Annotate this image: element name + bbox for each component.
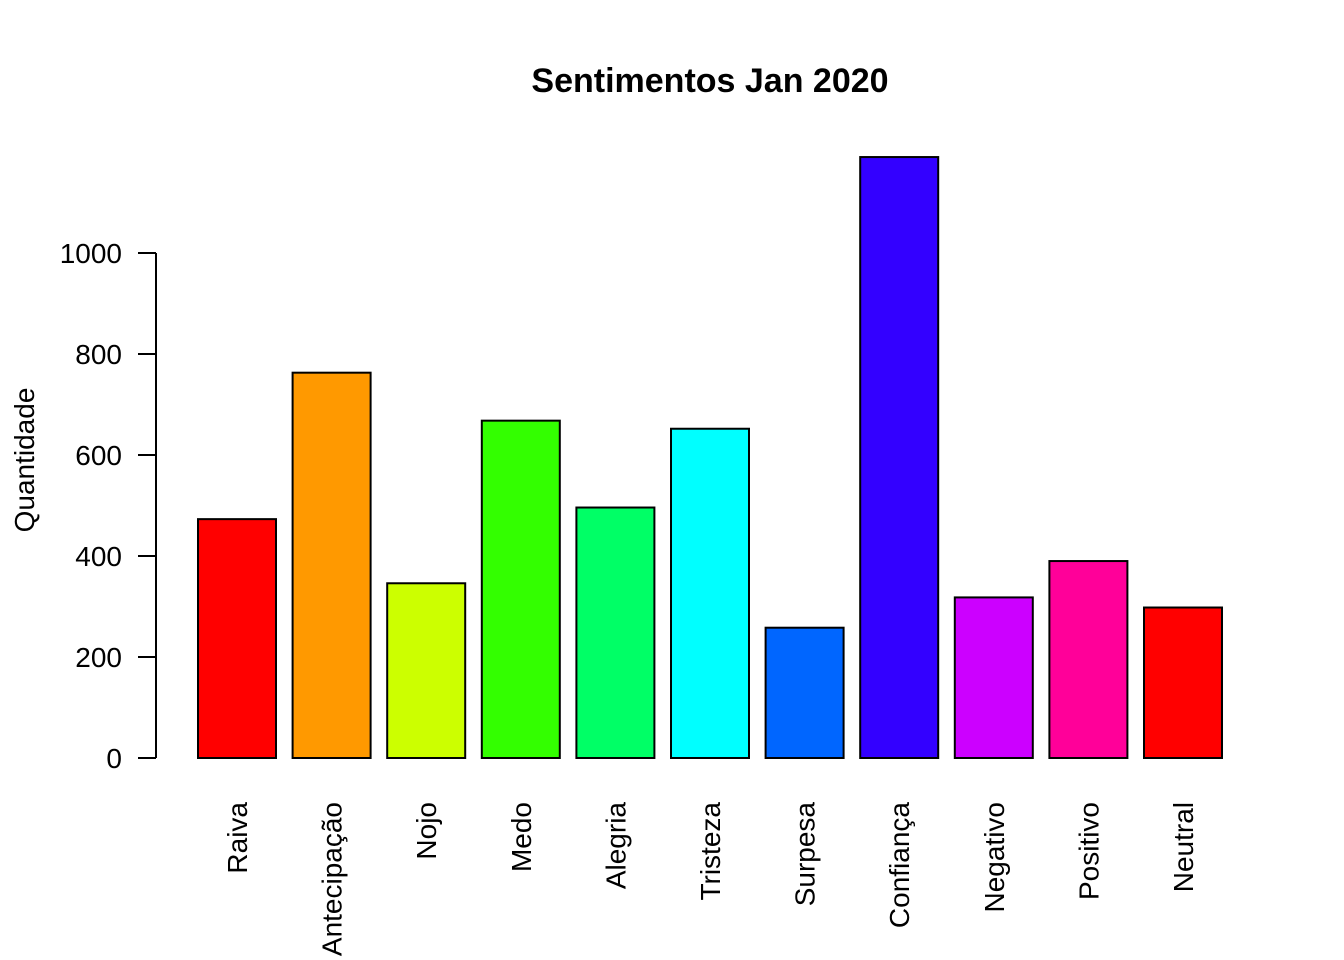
bar-nojo xyxy=(386,582,467,760)
category-label: Antecipação xyxy=(317,802,348,956)
category-label: Alegria xyxy=(600,802,631,890)
bar-tristeza xyxy=(670,427,750,759)
category-label: Nojo xyxy=(411,802,442,860)
category-labels: Raiva Antecipação Nojo Medo Alegria Tristeza S… xyxy=(222,802,1199,957)
bar-antecipação xyxy=(291,371,372,759)
bar-positivo xyxy=(1048,560,1129,759)
bar-confiança xyxy=(859,156,940,760)
category-label: Surpesa xyxy=(790,802,821,907)
category-label: Medo xyxy=(506,802,537,872)
bar-neutral xyxy=(1143,606,1223,760)
category-label: Negativo xyxy=(979,802,1010,913)
category-label: Confiança xyxy=(884,802,915,929)
category-label: Neutral xyxy=(1168,802,1199,892)
y-tick-label: 400 xyxy=(75,541,122,572)
bars-group xyxy=(197,156,1223,760)
bar-raiva xyxy=(197,518,277,760)
bar-surpesa xyxy=(764,626,845,760)
chart-title: Sentimentos Jan 2020 xyxy=(531,62,888,100)
y-tick-label: 200 xyxy=(75,642,122,673)
y-tick-label: 1000 xyxy=(60,238,122,269)
y-axis-label: Quantidade xyxy=(9,388,40,533)
bar-medo xyxy=(480,419,561,759)
bar-alegria xyxy=(575,506,656,759)
y-tick-label: 600 xyxy=(75,440,122,471)
bar-negativo xyxy=(953,596,1034,759)
y-axis: 0 200 400 600 800 1000 xyxy=(60,238,157,774)
category-label: Tristeza xyxy=(695,802,726,901)
y-tick-label: 0 xyxy=(106,743,122,774)
category-label: Positivo xyxy=(1073,802,1104,900)
category-label: Raiva xyxy=(222,802,253,874)
y-tick-label: 800 xyxy=(75,339,122,370)
